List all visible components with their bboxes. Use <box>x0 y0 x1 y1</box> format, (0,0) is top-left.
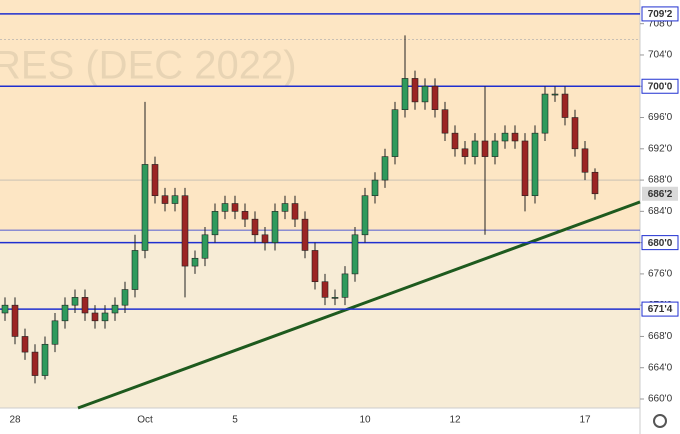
y-tick-label: 664'0 <box>648 362 673 373</box>
candle-body <box>251 218 259 236</box>
candle-body <box>261 234 269 243</box>
candle-body <box>291 203 299 220</box>
settings-gear[interactable] <box>653 414 667 428</box>
candle-body <box>471 140 479 157</box>
candle-body <box>191 257 199 267</box>
candle-body <box>241 211 249 220</box>
candle-body <box>481 140 489 157</box>
candle-body <box>551 93 559 96</box>
y-tick-label: 660'0 <box>648 394 673 405</box>
y-tick-label: 708'0 <box>648 18 673 29</box>
candle-body <box>171 195 179 204</box>
level-label: 671'4 <box>648 304 673 315</box>
candle-body <box>11 304 19 337</box>
level-label-box <box>641 6 679 22</box>
x-tick-label: 17 <box>579 415 591 426</box>
candle-body <box>371 179 379 197</box>
candle-body <box>411 78 419 103</box>
level-label-box <box>641 78 679 94</box>
price-marker-box <box>642 186 678 201</box>
x-tick-label: 10 <box>359 415 371 426</box>
level-label: 700'0 <box>648 81 673 92</box>
candle-body <box>531 132 539 197</box>
candle-body <box>231 203 239 212</box>
candle-body <box>561 93 569 118</box>
watermark: RES (DEC 2022) <box>0 44 297 88</box>
candle-body <box>131 250 139 290</box>
candle-body <box>581 148 589 173</box>
candle-body <box>501 132 509 142</box>
candle-body <box>1 304 9 314</box>
candle-body <box>271 211 279 243</box>
candle-body <box>101 312 109 322</box>
candle-body <box>31 351 39 376</box>
y-tick-label: 688'0 <box>648 175 673 186</box>
candle-body <box>591 171 599 195</box>
candle-body <box>91 312 99 322</box>
level-label-box <box>641 235 679 251</box>
level-label: 680'0 <box>648 238 673 249</box>
candle-body <box>201 234 209 259</box>
candle-body <box>451 132 459 150</box>
candle-body <box>461 148 469 157</box>
y-tick-label: 684'0 <box>648 206 673 217</box>
candle-body <box>341 273 349 298</box>
candle-body <box>21 336 29 353</box>
x-tick-label: 28 <box>9 415 21 426</box>
candle-body <box>181 195 189 267</box>
trendline <box>77 200 641 410</box>
candle-body <box>571 117 579 150</box>
candle-body <box>381 156 389 181</box>
candle-body <box>321 281 329 298</box>
y-tick-label: 696'0 <box>648 112 673 123</box>
candle-body <box>311 250 319 283</box>
candle-body <box>401 78 409 111</box>
y-tick-label: 668'0 <box>648 331 673 342</box>
candle-body <box>351 234 359 275</box>
price-marker-label: 686'2 <box>648 189 673 200</box>
x-tick-label: 5 <box>232 415 238 426</box>
candle-body <box>41 343 49 376</box>
y-tick-label: 676'0 <box>648 269 673 280</box>
level-label-box <box>641 301 679 317</box>
x-tick-label: Oct <box>137 415 153 426</box>
y-tick-label: 692'0 <box>648 143 673 154</box>
candle-body <box>111 304 119 314</box>
candle-body <box>301 218 309 251</box>
settings-icon[interactable] <box>653 414 667 428</box>
candle-body <box>141 164 149 251</box>
candle-body <box>491 140 499 157</box>
candle-body <box>361 195 369 236</box>
candle-body <box>521 140 529 197</box>
candle-body <box>51 320 59 345</box>
candle-body <box>81 297 89 314</box>
candle-body <box>71 297 79 306</box>
candle-body <box>221 203 229 212</box>
candle-body <box>431 85 439 111</box>
candle-body <box>541 93 549 134</box>
candle-body <box>151 164 159 197</box>
candle-body <box>441 109 449 134</box>
level-label: 709'2 <box>648 9 673 20</box>
candle-body <box>61 304 69 322</box>
candle-body <box>391 109 399 157</box>
candle-body <box>511 132 519 142</box>
candle-body <box>331 297 339 299</box>
candle-body <box>161 195 169 204</box>
candle-body <box>281 203 289 212</box>
candle-body <box>421 85 429 103</box>
candle-body <box>121 289 129 306</box>
candle-body <box>211 211 219 236</box>
y-tick-label: 704'0 <box>648 50 673 61</box>
x-tick-label: 12 <box>449 415 461 426</box>
